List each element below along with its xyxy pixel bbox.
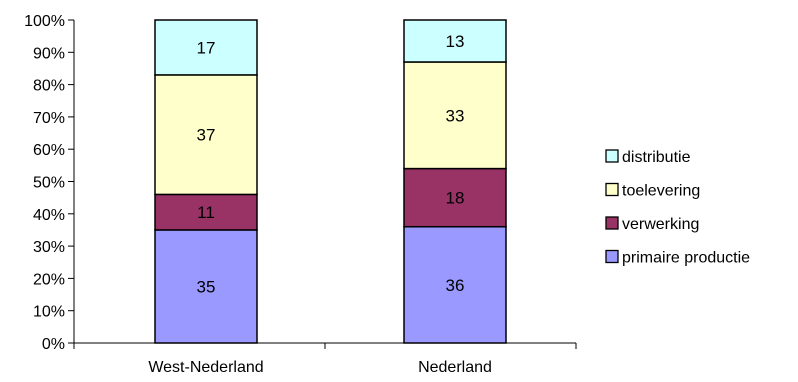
- bar-segment: [403, 167, 507, 228]
- y-tick-label: 30%: [33, 239, 65, 256]
- legend-swatch: [605, 149, 619, 163]
- legend-label: distributie: [622, 149, 691, 166]
- bars: 35 11 37 17 36 18 33 13: [154, 19, 507, 344]
- y-axis: 0% 10% 20% 30% 40% 50% 60% 70% 80% 90% 100%: [24, 13, 75, 353]
- bar-segment: [154, 19, 258, 76]
- y-tick-label: 10%: [33, 304, 65, 321]
- legend-swatch: [605, 182, 619, 197]
- data-label: 35: [197, 277, 216, 296]
- y-tick-label: 100%: [24, 13, 65, 30]
- y-tick-label: 90%: [33, 45, 65, 62]
- bar-segment: [154, 229, 258, 344]
- y-tick-label: 20%: [33, 271, 65, 288]
- data-label: 36: [446, 276, 465, 295]
- y-tick-label: 60%: [33, 142, 65, 159]
- data-label: 11: [197, 203, 215, 222]
- x-axis: West-Nederland Nederland: [73, 342, 577, 376]
- data-label: 18: [446, 189, 465, 208]
- legend-swatch: [605, 249, 619, 264]
- legend: distributie toelevering verwerking primaire…: [605, 149, 750, 267]
- data-label: 13: [446, 32, 465, 51]
- y-tick-label: 0%: [42, 336, 65, 353]
- legend-label: verwerking: [622, 216, 699, 233]
- data-label: 33: [446, 106, 465, 125]
- y-tick-label: 50%: [33, 175, 65, 192]
- legend-label: toelevering: [622, 183, 700, 200]
- data-label: 37: [197, 126, 216, 145]
- bar-segment: [403, 19, 507, 63]
- x-category-label: West-Nederland: [148, 359, 263, 376]
- y-tick-label: 80%: [33, 78, 65, 95]
- y-tick-label: 70%: [33, 110, 65, 127]
- y-tick-label: 40%: [33, 207, 65, 224]
- legend-label: primaire productie: [622, 250, 750, 267]
- x-category-label: Nederland: [418, 359, 492, 376]
- legend-swatch: [605, 216, 619, 230]
- bar-segment: [403, 61, 507, 170]
- data-label: 17: [197, 38, 216, 57]
